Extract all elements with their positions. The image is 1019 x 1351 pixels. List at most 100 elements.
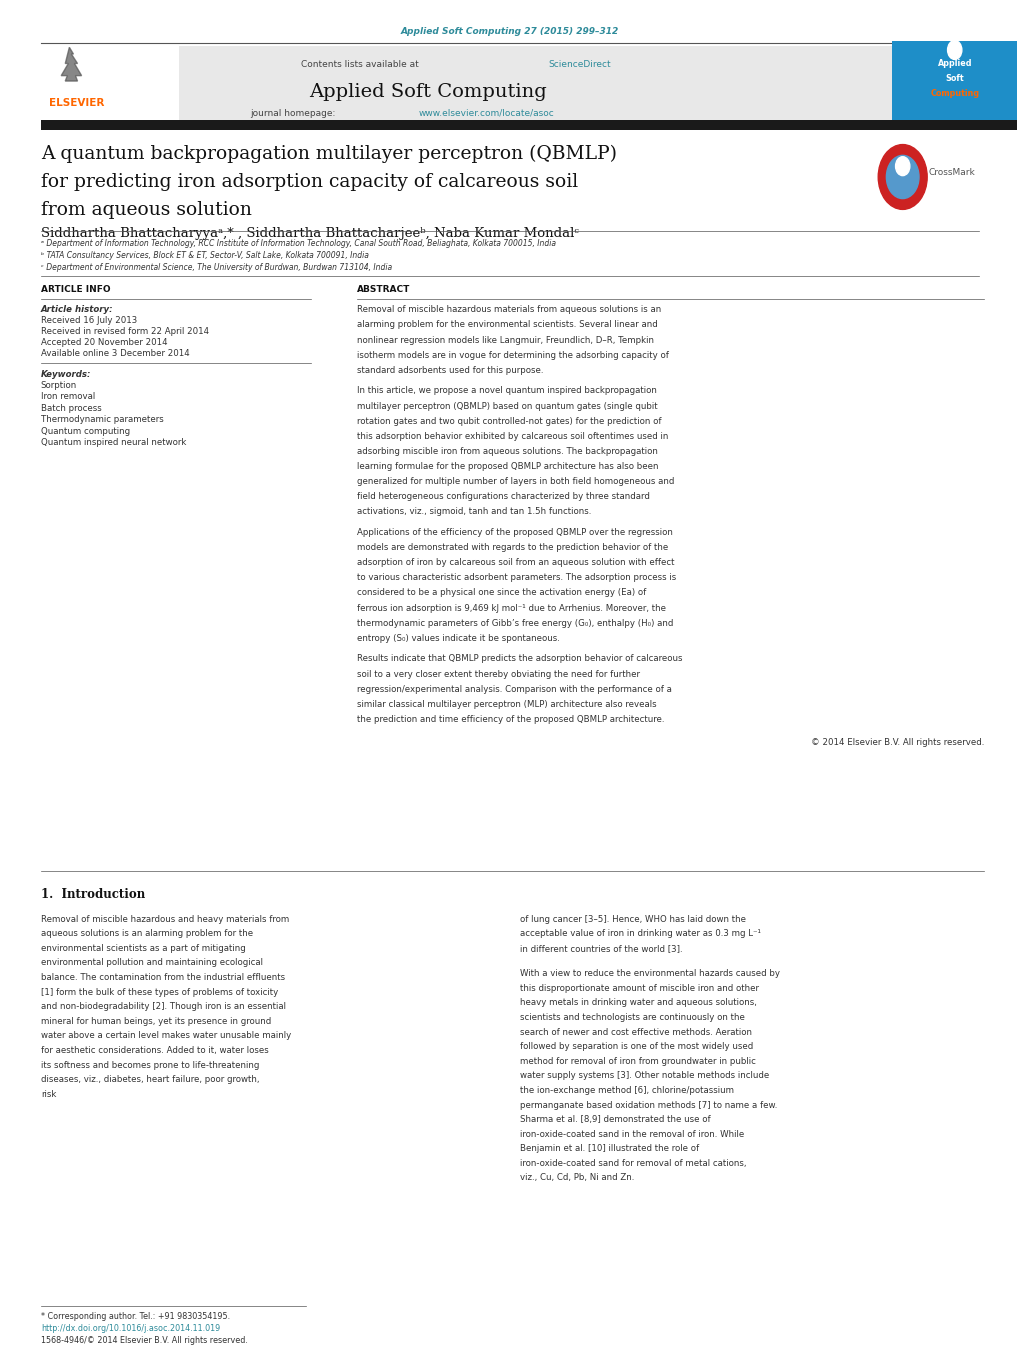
Text: similar classical multilayer perceptron (MLP) architecture also reveals: similar classical multilayer perceptron … (357, 700, 656, 709)
Text: the ion-exchange method [6], chlorine/potassium: the ion-exchange method [6], chlorine/po… (520, 1086, 734, 1094)
Text: entropy (S₀) values indicate it be spontaneous.: entropy (S₀) values indicate it be spont… (357, 634, 559, 643)
Text: In this article, we propose a novel quantum inspired backpropagation: In this article, we propose a novel quan… (357, 386, 656, 396)
Text: acceptable value of iron in drinking water as 0.3 mg L⁻¹: acceptable value of iron in drinking wat… (520, 929, 760, 938)
Text: Sorption: Sorption (41, 381, 77, 390)
Text: Keywords:: Keywords: (41, 370, 92, 380)
Text: [1] form the bulk of these types of problems of toxicity: [1] form the bulk of these types of prob… (41, 988, 278, 997)
Text: ELSEVIER: ELSEVIER (49, 97, 104, 108)
Text: Available online 3 December 2014: Available online 3 December 2014 (41, 349, 190, 358)
Text: Removal of miscible hazardous and heavy materials from: Removal of miscible hazardous and heavy … (41, 915, 288, 924)
Text: regression/experimental analysis. Comparison with the performance of a: regression/experimental analysis. Compar… (357, 685, 672, 693)
Text: ᵃ Department of Information Technology, RCC Institute of Information Technology,: ᵃ Department of Information Technology, … (41, 239, 555, 249)
Bar (41, 46, 178, 122)
Circle shape (947, 41, 961, 59)
Text: Applications of the efficiency of the proposed QBMLP over the regression: Applications of the efficiency of the pr… (357, 528, 673, 536)
Text: Quantum computing: Quantum computing (41, 427, 129, 436)
Text: Computing: Computing (929, 89, 978, 97)
Text: 1568-4946/© 2014 Elsevier B.V. All rights reserved.: 1568-4946/© 2014 Elsevier B.V. All right… (41, 1336, 248, 1346)
Text: in different countries of the world [3].: in different countries of the world [3]. (520, 944, 682, 952)
Text: http://dx.doi.org/10.1016/j.asoc.2014.11.019: http://dx.doi.org/10.1016/j.asoc.2014.11… (41, 1324, 220, 1333)
Text: Removal of miscible hazardous materials from aqueous solutions is an: Removal of miscible hazardous materials … (357, 305, 660, 315)
Text: for aesthetic considerations. Added to it, water loses: for aesthetic considerations. Added to i… (41, 1046, 268, 1055)
Text: iron-oxide-coated sand for removal of metal cations,: iron-oxide-coated sand for removal of me… (520, 1159, 746, 1167)
Text: scientists and technologists are continuously on the: scientists and technologists are continu… (520, 1013, 744, 1021)
Text: A quantum backpropagation multilayer perceptron (QBMLP): A quantum backpropagation multilayer per… (41, 145, 616, 163)
Text: CrossMark: CrossMark (927, 169, 974, 177)
Text: www.elsevier.com/locate/asoc: www.elsevier.com/locate/asoc (418, 109, 553, 118)
Text: ferrous ion adsorption is 9,469 kJ mol⁻¹ due to Arrhenius. Moreover, the: ferrous ion adsorption is 9,469 kJ mol⁻¹… (357, 604, 665, 612)
Text: balance. The contamination from the industrial effluents: balance. The contamination from the indu… (41, 973, 284, 982)
Text: risk: risk (41, 1090, 56, 1098)
Text: Contents lists available at: Contents lists available at (301, 61, 421, 69)
Text: © 2014 Elsevier B.V. All rights reserved.: © 2014 Elsevier B.V. All rights reserved… (810, 738, 983, 747)
Text: Results indicate that QBMLP predicts the adsorption behavior of calcareous: Results indicate that QBMLP predicts the… (357, 654, 682, 663)
Text: mineral for human beings, yet its presence in ground: mineral for human beings, yet its presen… (41, 1017, 271, 1025)
Text: adsorption of iron by calcareous soil from an aqueous solution with effect: adsorption of iron by calcareous soil fr… (357, 558, 674, 567)
Text: multilayer perceptron (QBMLP) based on quantum gates (single qubit: multilayer perceptron (QBMLP) based on q… (357, 401, 657, 411)
Text: heavy metals in drinking water and aqueous solutions,: heavy metals in drinking water and aqueo… (520, 998, 756, 1008)
Text: Sharma et al. [8,9] demonstrated the use of: Sharma et al. [8,9] demonstrated the use… (520, 1115, 710, 1124)
Text: Article history:: Article history: (41, 305, 113, 315)
Bar (892, 41, 1016, 124)
Text: diseases, viz., diabetes, heart failure, poor growth,: diseases, viz., diabetes, heart failure,… (41, 1075, 259, 1084)
Text: search of newer and cost effective methods. Aeration: search of newer and cost effective metho… (520, 1028, 751, 1036)
Text: the prediction and time efficiency of the proposed QBMLP architecture.: the prediction and time efficiency of th… (357, 715, 663, 724)
Text: Received 16 July 2013: Received 16 July 2013 (41, 316, 137, 326)
Text: ᵇ TATA Consultancy Services, Block ET & ET, Sector-V, Salt Lake, Kolkata 700091,: ᵇ TATA Consultancy Services, Block ET & … (41, 251, 368, 261)
Text: * Corresponding author. Tel.: +91 9830354195.: * Corresponding author. Tel.: +91 983035… (41, 1312, 229, 1321)
Text: standard adsorbents used for this purpose.: standard adsorbents used for this purpos… (357, 366, 543, 374)
Text: ScienceDirect: ScienceDirect (548, 61, 610, 69)
Text: learning formulae for the proposed QBMLP architecture has also been: learning formulae for the proposed QBMLP… (357, 462, 658, 471)
Text: ᶜ Department of Environmental Science, The University of Burdwan, Burdwan 713104: ᶜ Department of Environmental Science, T… (41, 263, 391, 273)
Text: its softness and becomes prone to life-threatening: its softness and becomes prone to life-t… (41, 1061, 259, 1070)
Text: method for removal of iron from groundwater in public: method for removal of iron from groundwa… (520, 1056, 755, 1066)
Text: environmental pollution and maintaining ecological: environmental pollution and maintaining … (41, 958, 263, 967)
Text: Received in revised form 22 April 2014: Received in revised form 22 April 2014 (41, 327, 209, 336)
Circle shape (877, 145, 926, 209)
Circle shape (895, 157, 909, 176)
Text: activations, viz., sigmoid, tanh and tan 1.5h functions.: activations, viz., sigmoid, tanh and tan… (357, 508, 591, 516)
Polygon shape (61, 47, 82, 81)
Text: water above a certain level makes water unusable mainly: water above a certain level makes water … (41, 1031, 290, 1040)
Text: Thermodynamic parameters: Thermodynamic parameters (41, 416, 163, 424)
Text: Applied Soft Computing: Applied Soft Computing (309, 82, 547, 101)
Text: alarming problem for the environmental scientists. Several linear and: alarming problem for the environmental s… (357, 320, 657, 330)
Text: Soft: Soft (945, 74, 963, 82)
Text: models are demonstrated with regards to the prediction behavior of the: models are demonstrated with regards to … (357, 543, 667, 553)
Text: soil to a very closer extent thereby obviating the need for further: soil to a very closer extent thereby obv… (357, 670, 639, 678)
Text: generalized for multiple number of layers in both field homogeneous and: generalized for multiple number of layer… (357, 477, 674, 486)
Text: Quantum inspired neural network: Quantum inspired neural network (41, 438, 186, 447)
Text: ABSTRACT: ABSTRACT (357, 285, 410, 295)
Text: Iron removal: Iron removal (41, 393, 95, 401)
Text: adsorbing miscible iron from aqueous solutions. The backpropagation: adsorbing miscible iron from aqueous sol… (357, 447, 657, 455)
Text: environmental scientists as a part of mitigating: environmental scientists as a part of mi… (41, 944, 246, 952)
Text: iron-oxide-coated sand in the removal of iron. While: iron-oxide-coated sand in the removal of… (520, 1129, 744, 1139)
Text: Benjamin et al. [10] illustrated the role of: Benjamin et al. [10] illustrated the rol… (520, 1144, 699, 1154)
Text: for predicting iron adsorption capacity of calcareous soil: for predicting iron adsorption capacity … (41, 173, 578, 190)
Circle shape (886, 155, 918, 199)
Text: rotation gates and two qubit controlled-not gates) for the prediction of: rotation gates and two qubit controlled-… (357, 416, 661, 426)
Text: thermodynamic parameters of Gibb’s free energy (G₀), enthalpy (H₀) and: thermodynamic parameters of Gibb’s free … (357, 619, 673, 628)
Text: nonlinear regression models like Langmuir, Freundlich, D–R, Tempkin: nonlinear regression models like Langmui… (357, 335, 653, 345)
Text: field heterogeneous configurations characterized by three standard: field heterogeneous configurations chara… (357, 492, 649, 501)
Text: viz., Cu, Cd, Pb, Ni and Zn.: viz., Cu, Cd, Pb, Ni and Zn. (520, 1174, 634, 1182)
Text: Siddhartha Bhattacharyyaᵃ,* , Siddhartha Bhattacharjeeᵇ, Naba Kumar Mondalᶜ: Siddhartha Bhattacharyyaᵃ,* , Siddhartha… (41, 227, 578, 240)
Text: this disproportionate amount of miscible iron and other: this disproportionate amount of miscible… (520, 984, 758, 993)
Text: ARTICLE INFO: ARTICLE INFO (41, 285, 110, 295)
Text: of lung cancer [3–5]. Hence, WHO has laid down the: of lung cancer [3–5]. Hence, WHO has lai… (520, 915, 746, 924)
Bar (41, 46, 892, 122)
Text: 1.  Introduction: 1. Introduction (41, 888, 145, 901)
Text: water supply systems [3]. Other notable methods include: water supply systems [3]. Other notable … (520, 1071, 768, 1081)
Text: to various characteristic adsorbent parameters. The adsorption process is: to various characteristic adsorbent para… (357, 573, 676, 582)
Text: Applied Soft Computing 27 (2015) 299–312: Applied Soft Computing 27 (2015) 299–312 (400, 27, 619, 35)
Text: Batch process: Batch process (41, 404, 102, 413)
Text: aqueous solutions is an alarming problem for the: aqueous solutions is an alarming problem… (41, 929, 253, 938)
Text: considered to be a physical one since the activation energy (Ea) of: considered to be a physical one since th… (357, 589, 646, 597)
Bar (41, 120, 1016, 130)
Text: from aqueous solution: from aqueous solution (41, 201, 252, 219)
Text: With a view to reduce the environmental hazards caused by: With a view to reduce the environmental … (520, 969, 780, 978)
Text: Accepted 20 November 2014: Accepted 20 November 2014 (41, 338, 167, 347)
Text: permanganate based oxidation methods [7] to name a few.: permanganate based oxidation methods [7]… (520, 1101, 776, 1109)
Text: and non-biodegradability [2]. Though iron is an essential: and non-biodegradability [2]. Though iro… (41, 1002, 285, 1011)
Text: journal homepage:: journal homepage: (250, 109, 338, 118)
